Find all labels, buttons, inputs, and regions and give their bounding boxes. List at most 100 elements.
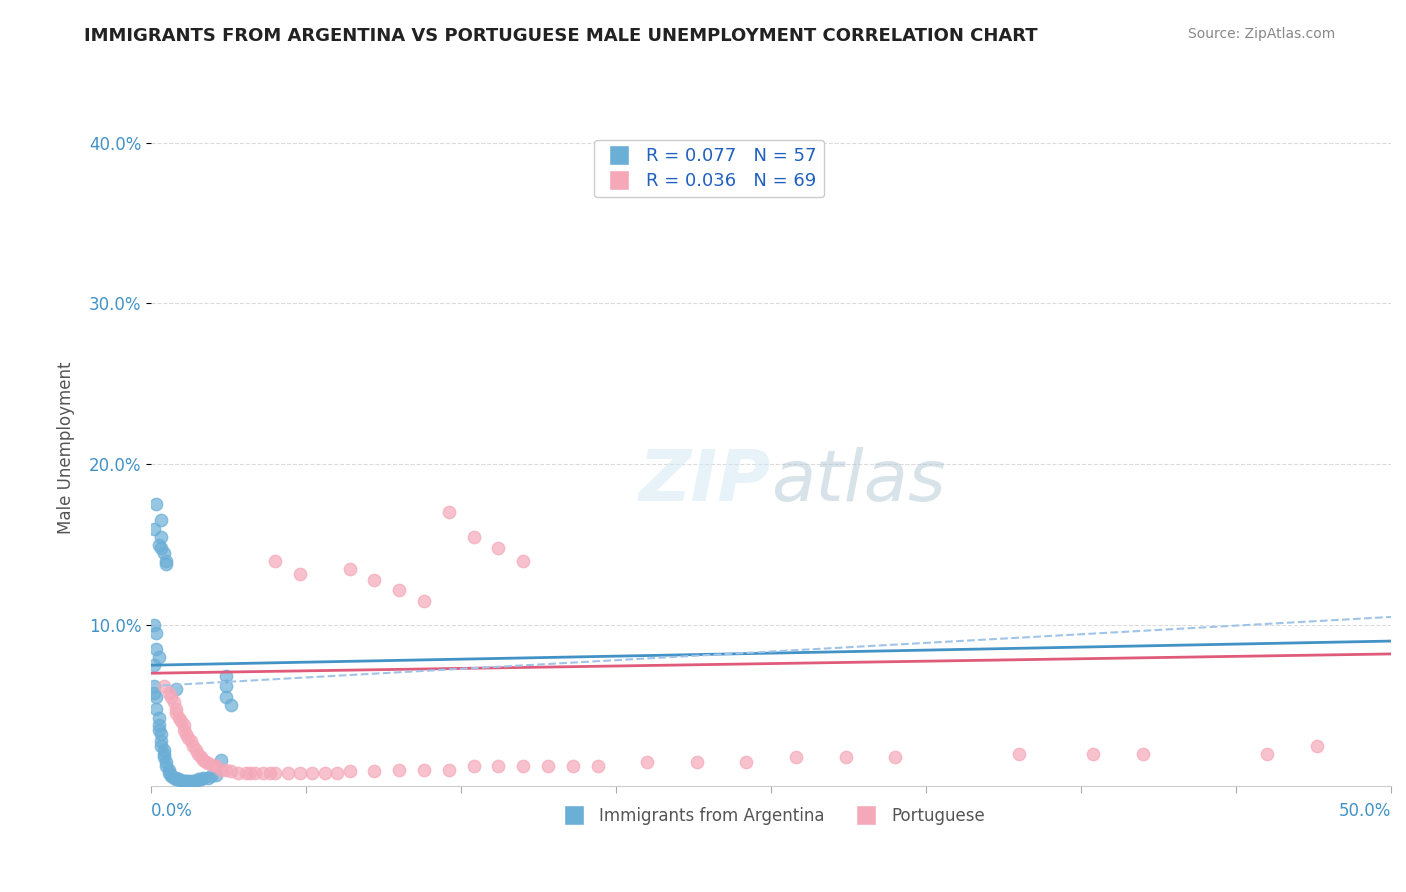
Point (339, 562, 361, 576)
Point (150, 739, 173, 753)
Point (326, 766, 349, 780)
Point (209, 753, 232, 767)
Point (162, 695, 184, 709)
Point (437, 763, 460, 777)
Point (512, 759, 534, 773)
Point (148, 538, 170, 552)
Point (152, 679, 174, 693)
Point (363, 573, 385, 587)
Point (152, 747, 174, 761)
Point (204, 759, 226, 773)
Point (167, 711, 190, 725)
Point (160, 769, 183, 783)
Point (180, 733, 202, 747)
Point (1008, 747, 1031, 761)
Point (486, 759, 509, 773)
Point (173, 717, 195, 731)
Point (142, 618, 165, 632)
Y-axis label: Male Unemployment: Male Unemployment (58, 362, 75, 534)
Text: 50.0%: 50.0% (1339, 802, 1391, 820)
Point (160, 690, 183, 705)
Point (157, 763, 180, 777)
Point (160, 767, 183, 781)
Point (173, 723, 195, 737)
Point (174, 727, 197, 741)
Point (174, 774, 197, 789)
Point (197, 756, 219, 771)
Point (1083, 747, 1105, 761)
Point (150, 541, 173, 555)
Point (167, 772, 190, 787)
Point (145, 701, 167, 715)
Point (165, 701, 187, 715)
Point (157, 766, 180, 780)
Point (193, 753, 215, 767)
Point (239, 766, 262, 780)
Point (148, 711, 170, 725)
Point (363, 764, 385, 779)
Point (155, 557, 177, 571)
Point (219, 764, 242, 779)
Point (142, 679, 165, 693)
Point (512, 554, 534, 568)
Point (170, 774, 193, 789)
Text: Source: ZipAtlas.com: Source: ZipAtlas.com (1188, 27, 1336, 41)
Point (177, 731, 200, 745)
Point (735, 755, 758, 769)
Point (187, 772, 209, 787)
Point (884, 749, 907, 764)
Point (173, 774, 195, 789)
Legend: Immigrants from Argentina, Portuguese: Immigrants from Argentina, Portuguese (551, 800, 991, 831)
Point (463, 759, 485, 773)
Point (259, 766, 281, 780)
Point (413, 594, 436, 608)
Point (204, 767, 226, 781)
Point (215, 763, 238, 777)
Point (190, 772, 212, 787)
Point (152, 546, 174, 560)
Point (145, 497, 167, 511)
Point (142, 522, 165, 536)
Point (165, 771, 187, 785)
Point (288, 566, 311, 581)
Point (215, 679, 238, 693)
Point (150, 733, 173, 747)
Point (301, 766, 323, 780)
Point (235, 766, 257, 780)
Point (226, 766, 249, 780)
Point (152, 743, 174, 757)
Point (142, 685, 165, 699)
Point (388, 582, 411, 597)
Point (150, 530, 173, 544)
Point (245, 766, 267, 780)
Point (314, 766, 336, 780)
Point (183, 774, 205, 789)
Point (586, 759, 609, 773)
Point (437, 505, 460, 519)
Point (636, 755, 658, 769)
Point (252, 766, 274, 780)
Point (165, 682, 187, 697)
Point (162, 771, 184, 785)
Text: atlas: atlas (770, 448, 946, 516)
Point (463, 530, 485, 544)
Point (142, 658, 165, 673)
Point (187, 747, 209, 761)
Point (193, 771, 215, 785)
Point (1305, 739, 1327, 753)
Point (173, 774, 195, 789)
Point (184, 743, 207, 757)
Point (215, 669, 238, 683)
Point (686, 755, 709, 769)
Point (150, 727, 173, 741)
Point (486, 541, 509, 555)
Point (148, 717, 170, 731)
Text: ZIP: ZIP (638, 448, 770, 516)
Point (155, 554, 177, 568)
Point (145, 642, 167, 657)
Point (197, 771, 219, 785)
Text: IMMIGRANTS FROM ARGENTINA VS PORTUGUESE MALE UNEMPLOYMENT CORRELATION CHART: IMMIGRANTS FROM ARGENTINA VS PORTUGUESE … (84, 27, 1038, 45)
Point (165, 706, 187, 721)
Point (215, 690, 238, 705)
Point (413, 763, 436, 777)
